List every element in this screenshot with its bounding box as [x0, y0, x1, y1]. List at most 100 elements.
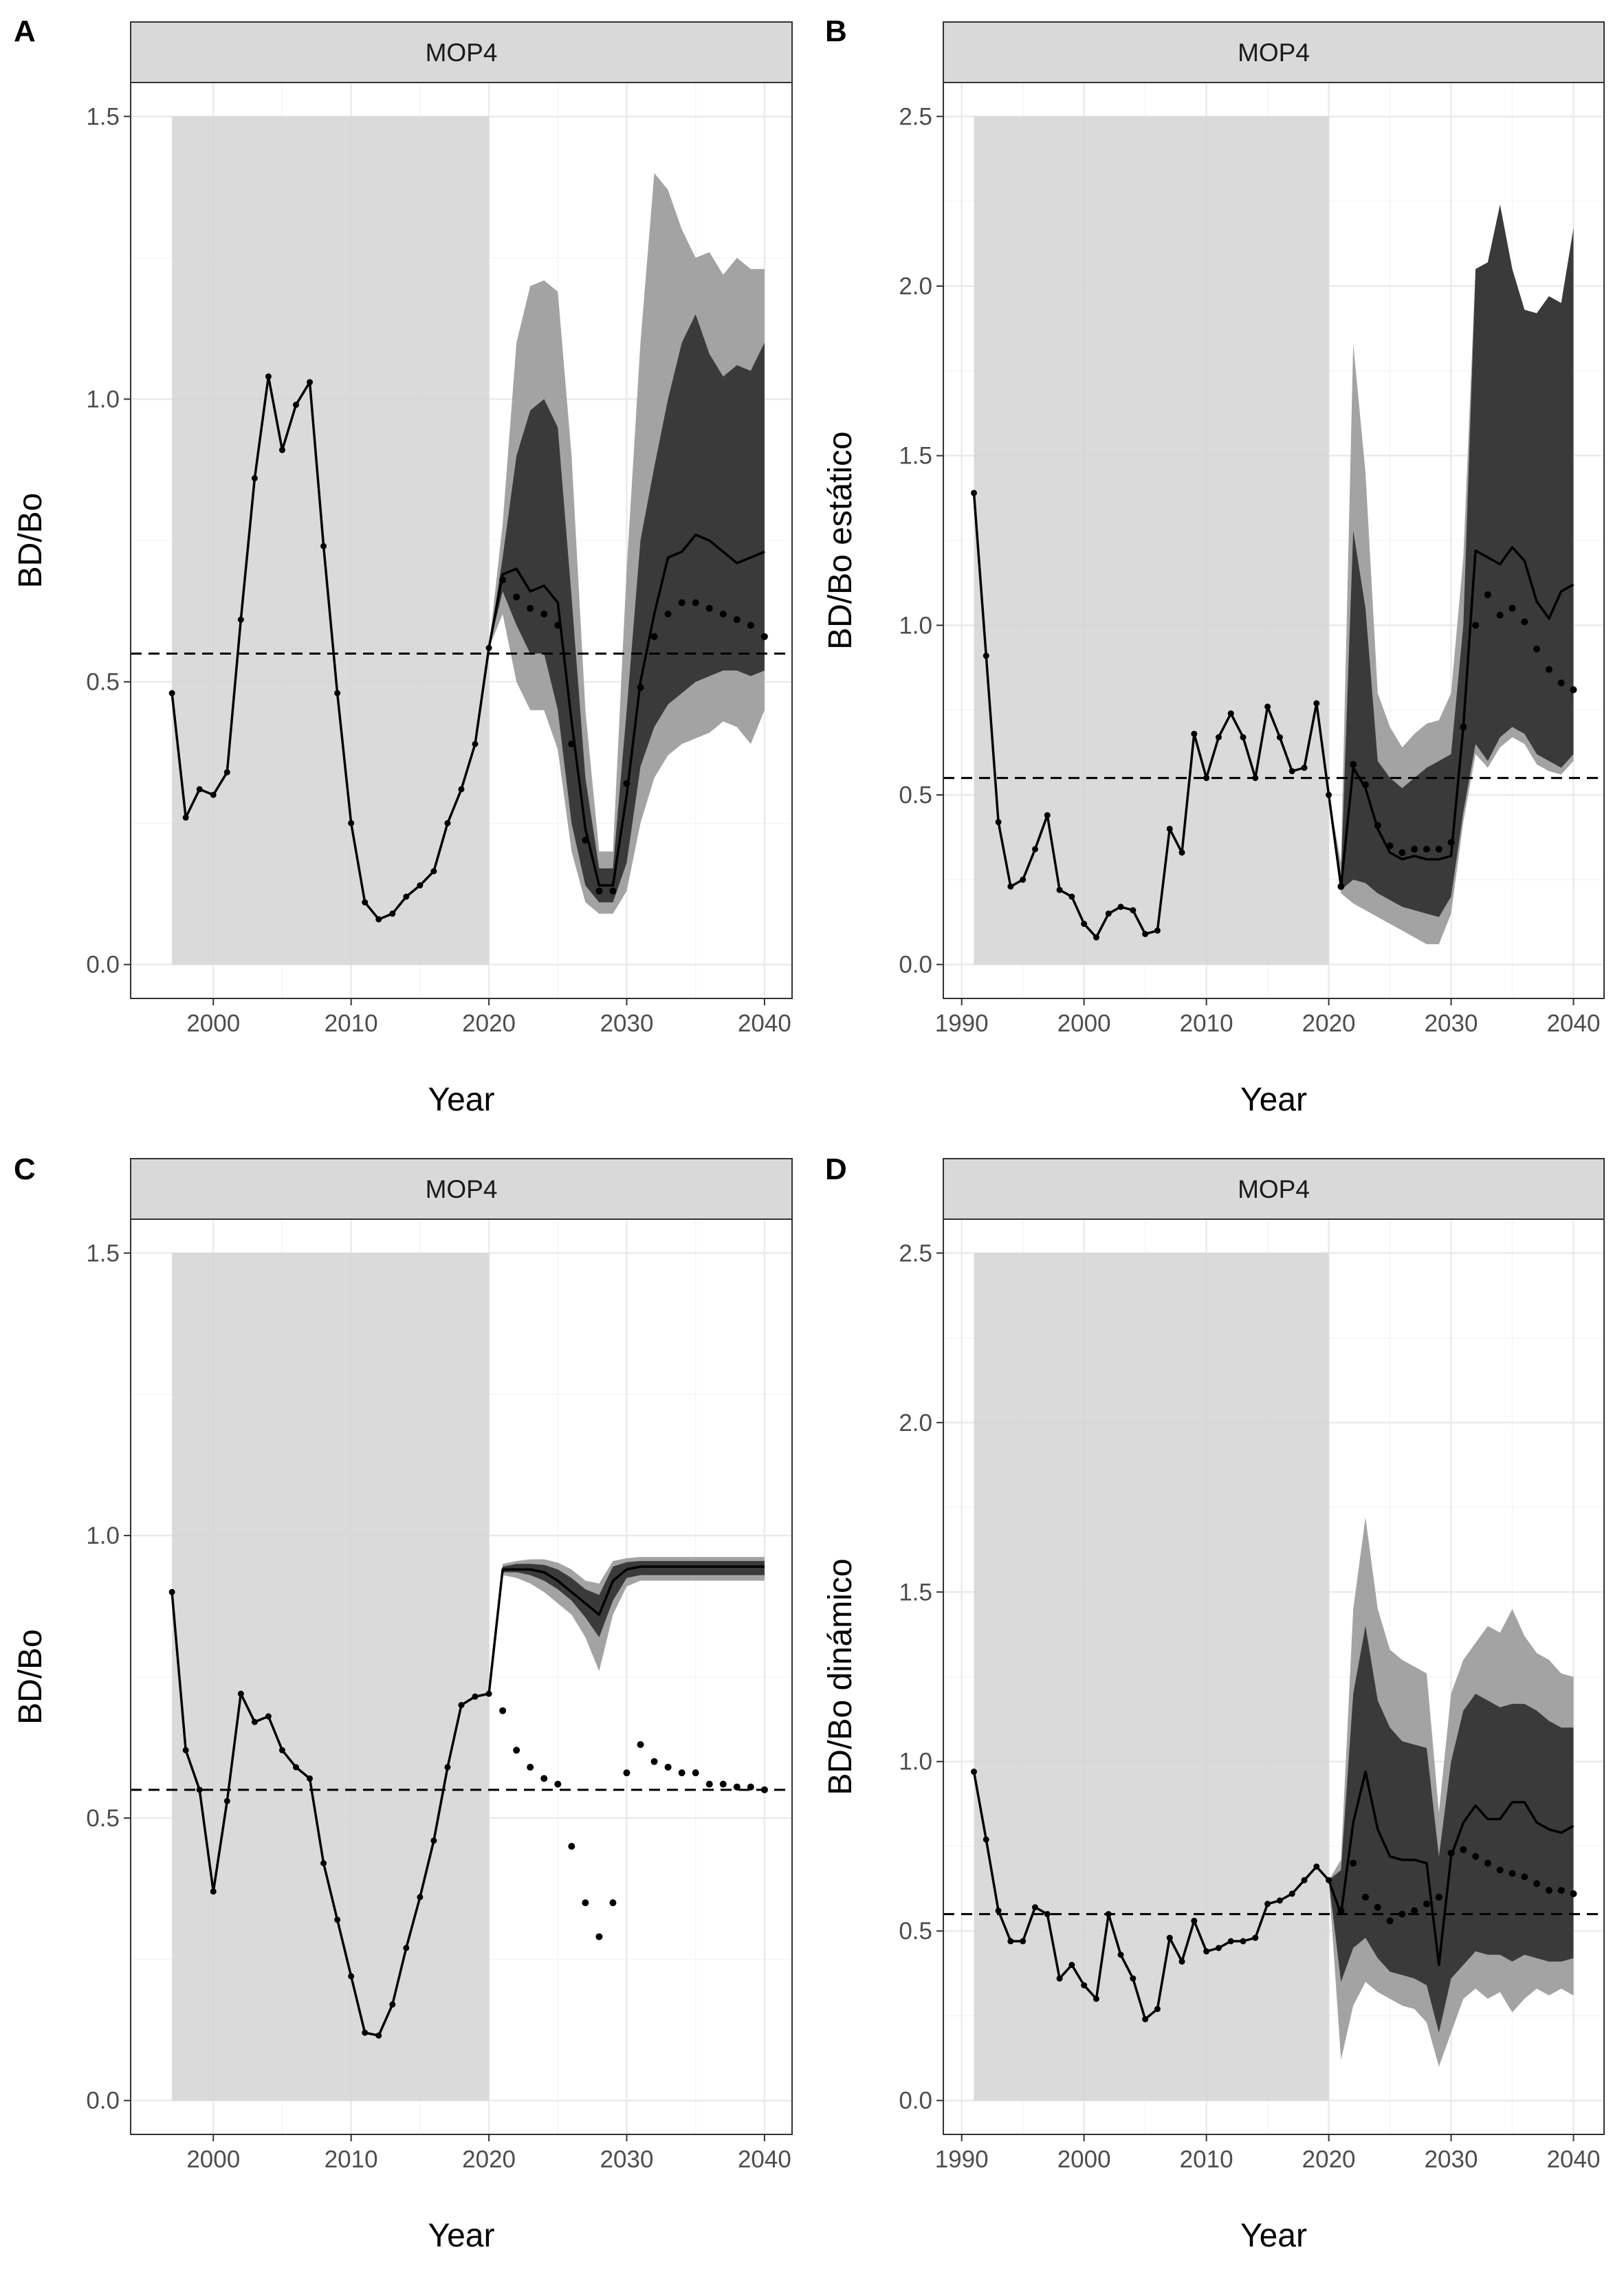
deterministic-point [664, 610, 672, 617]
historical-point [1166, 1934, 1173, 1941]
deterministic-point [1447, 1849, 1455, 1857]
historical-point [1252, 1934, 1259, 1941]
historical-point [1313, 1863, 1320, 1870]
x-tick-label: 1990 [935, 1010, 989, 1037]
historical-point [1007, 883, 1014, 890]
deterministic-point [1533, 645, 1541, 653]
x-tick-label: 2030 [600, 2146, 654, 2173]
historical-point [1031, 846, 1038, 853]
deterministic-point [1570, 686, 1577, 694]
historical-point [237, 1690, 244, 1697]
deterministic-point [692, 1769, 699, 1777]
historical-point [168, 690, 175, 697]
outer-interval-band [489, 1557, 765, 1694]
y-axis-title: BD/Bo estático [822, 431, 859, 649]
deterministic-point [1337, 883, 1345, 890]
panel-tag: B [825, 14, 847, 48]
historical-point [403, 1945, 410, 1952]
deterministic-point [1411, 845, 1418, 853]
historical-point [251, 1718, 258, 1725]
deterministic-point [1472, 622, 1480, 629]
deterministic-point [719, 1780, 727, 1788]
deterministic-point [623, 780, 630, 787]
deterministic-point [1435, 1893, 1442, 1901]
projection-median-line [487, 1565, 765, 1694]
y-tick-label: 1.0 [86, 386, 120, 413]
facet-strip [130, 21, 793, 83]
deterministic-point [1472, 1852, 1480, 1860]
plot-border [943, 82, 1605, 999]
deterministic-point [568, 1842, 575, 1850]
y-tick-label: 2.0 [899, 1410, 932, 1436]
x-tick-label: 1990 [935, 2146, 989, 2173]
y-axis-title: BD/Bo dinámico [822, 1558, 859, 1795]
deterministic-point [1570, 1890, 1577, 1897]
historical-series-line [972, 492, 1330, 939]
historical-point [1117, 904, 1124, 910]
historical-point [1068, 1962, 1075, 1969]
historical-point [1007, 1938, 1014, 1945]
facet-strip [943, 21, 1605, 83]
x-tick-label: 2000 [1057, 1010, 1111, 1037]
deterministic-point [1545, 1887, 1552, 1894]
historical-point [1301, 765, 1308, 772]
historical-point [1326, 791, 1332, 798]
historical-point [1081, 920, 1088, 927]
y-tick-label: 2.5 [899, 1240, 932, 1267]
deterministic-point [1361, 1893, 1369, 1901]
y-tick-label: 1.5 [86, 103, 120, 130]
inner-interval-band [1328, 204, 1574, 917]
historical-period-shading [172, 1253, 490, 2101]
x-axis-title: Year [428, 1082, 495, 1118]
historical-point [375, 916, 382, 923]
historical-point [1154, 2006, 1161, 2013]
historical-point [1142, 2015, 1149, 2022]
deterministic-point [1447, 839, 1455, 846]
deterministic-point [1350, 761, 1357, 768]
historical-point [472, 741, 479, 747]
historical-point [389, 2001, 396, 2008]
panel-tag: D [825, 1152, 847, 1186]
historical-point [970, 1769, 977, 1775]
deterministic-point [554, 622, 562, 629]
historical-point [1068, 893, 1075, 900]
y-tick-label: 0.0 [899, 952, 932, 979]
x-tick-label: 2030 [1425, 2146, 1478, 2173]
deterministic-point [1398, 849, 1406, 856]
facet-strip-label: MOP4 [426, 39, 498, 67]
y-tick-label: 0.5 [899, 782, 932, 809]
deterministic-point [1496, 611, 1504, 619]
historical-point [334, 1916, 341, 1923]
historical-period-shading [974, 1253, 1329, 2101]
y-tick-label: 1.0 [86, 1522, 120, 1549]
deterministic-point [513, 593, 520, 601]
historical-point [1093, 1996, 1099, 2002]
y-tick-label: 0.0 [86, 952, 120, 979]
historical-point [210, 1888, 217, 1895]
historical-point [1044, 812, 1051, 819]
historical-point [430, 868, 437, 875]
deterministic-point [1508, 604, 1516, 612]
historical-period-shading [172, 116, 490, 965]
x-axis-title: Year [428, 2218, 495, 2254]
deterministic-point [527, 1763, 534, 1771]
historical-point [403, 893, 410, 900]
x-tick-label: 2020 [1302, 1010, 1356, 1037]
deterministic-point [733, 616, 740, 624]
deterministic-point [747, 1783, 754, 1791]
historical-point [1264, 1901, 1271, 1907]
historical-point [1264, 703, 1271, 710]
deterministic-point [733, 1783, 740, 1791]
deterministic-point [760, 633, 768, 640]
x-tick-label: 2010 [1180, 1010, 1233, 1037]
deterministic-point [1508, 1870, 1516, 1877]
x-tick-label: 2040 [1547, 1010, 1601, 1037]
x-tick-label: 2040 [738, 2146, 791, 2173]
x-tick-label: 2010 [325, 1010, 378, 1037]
historical-point [307, 379, 314, 386]
historical-point [1313, 700, 1320, 707]
deterministic-point [692, 599, 699, 606]
historical-point [168, 1588, 175, 1595]
deterministic-point [1460, 1846, 1467, 1853]
deterministic-point [650, 1758, 658, 1765]
